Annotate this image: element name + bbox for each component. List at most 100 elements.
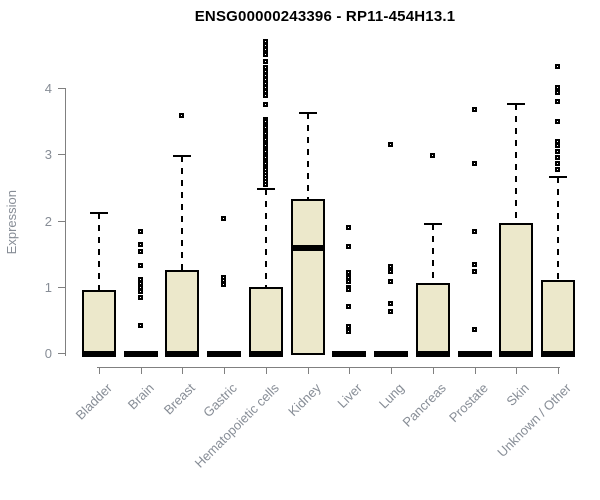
y-tick-label: 4 xyxy=(44,81,52,96)
x-axis-tick xyxy=(432,367,434,374)
y-axis-tick xyxy=(58,353,65,354)
x-axis-tick xyxy=(558,367,560,374)
outlier-point xyxy=(388,279,394,285)
outlier-point xyxy=(346,224,352,230)
median-bar xyxy=(290,245,325,251)
outlier-point xyxy=(471,326,477,332)
y-axis-line xyxy=(65,88,66,356)
outlier-point xyxy=(555,118,561,124)
y-axis-tick xyxy=(58,286,65,288)
x-axis-tick xyxy=(307,367,309,374)
outlier-point xyxy=(555,149,561,155)
outlier-point xyxy=(346,244,352,249)
outlier-point xyxy=(137,228,143,234)
outlier-point xyxy=(555,143,561,149)
outlier-point xyxy=(555,160,561,166)
outlier-point xyxy=(262,51,268,57)
median-bar xyxy=(332,351,367,357)
outlier-point xyxy=(179,113,185,119)
whisker-cap xyxy=(423,222,442,225)
box-iqr xyxy=(541,280,576,355)
median-bar xyxy=(123,351,158,357)
outlier-point xyxy=(555,138,561,144)
whisker-line xyxy=(557,176,560,281)
box-iqr xyxy=(415,282,450,355)
y-tick-label: 2 xyxy=(44,213,52,229)
x-axis-tick xyxy=(516,367,518,374)
box-iqr xyxy=(290,198,325,355)
y-axis-label: Expression xyxy=(3,190,19,255)
outlier-point xyxy=(555,98,561,104)
whisker-line xyxy=(181,156,184,271)
outlier-point xyxy=(221,216,227,222)
outlier-point xyxy=(429,152,435,158)
outlier-point xyxy=(555,167,561,173)
outlier-point xyxy=(555,155,561,161)
y-axis-tick xyxy=(58,154,65,156)
outlier-point xyxy=(471,269,477,275)
whisker-line xyxy=(306,112,309,199)
y-tick-label: 3 xyxy=(44,147,52,163)
outlier-point xyxy=(346,329,352,335)
median-bar xyxy=(415,351,450,357)
outlier-point xyxy=(471,160,477,166)
outlier-point xyxy=(137,295,143,300)
outlier-point xyxy=(221,281,227,287)
x-axis-tick xyxy=(99,367,100,374)
outlier-point xyxy=(137,263,143,269)
y-tick-label: 0 xyxy=(44,346,52,361)
outlier-point xyxy=(471,106,477,112)
x-axis-tick xyxy=(140,367,142,374)
median-bar xyxy=(82,351,116,357)
outlier-point xyxy=(137,249,143,255)
outlier-point xyxy=(388,300,394,306)
y-tick-label: 1 xyxy=(44,279,52,295)
outlier-point xyxy=(262,46,268,52)
whisker-cap xyxy=(549,175,568,178)
x-axis-tick xyxy=(182,367,184,374)
y-axis-tick xyxy=(58,88,65,89)
x-axis-tick xyxy=(349,367,351,374)
median-bar xyxy=(165,351,200,357)
outlier-point xyxy=(388,269,394,275)
box-iqr xyxy=(499,223,534,355)
outlier-point xyxy=(555,63,561,69)
outlier-point xyxy=(388,308,394,314)
outlier-point xyxy=(388,141,394,147)
outlier-point xyxy=(262,59,268,65)
median-bar xyxy=(457,351,492,357)
outlier-point xyxy=(471,261,477,267)
whisker-cap xyxy=(256,188,275,191)
x-axis-tick xyxy=(265,367,267,374)
median-bar xyxy=(248,351,283,357)
whisker-line xyxy=(431,223,434,283)
outlier-point xyxy=(346,303,352,309)
outlier-point xyxy=(555,85,561,90)
outlier-point xyxy=(137,322,143,328)
outlier-point xyxy=(262,92,268,98)
box-iqr xyxy=(248,286,283,355)
outlier-point xyxy=(555,90,561,96)
whisker-line xyxy=(98,212,100,291)
median-bar xyxy=(374,351,409,357)
outlier-point xyxy=(137,242,143,247)
outlier-point xyxy=(262,181,268,187)
box-iqr xyxy=(82,290,116,355)
x-axis-line xyxy=(97,367,561,368)
median-bar xyxy=(499,351,534,357)
chart-title: ENSG00000243396 - RP11-454H13.1 xyxy=(194,8,456,25)
outlier-point xyxy=(346,269,352,275)
whisker-line xyxy=(264,189,267,287)
median-bar xyxy=(541,351,576,357)
outlier-point xyxy=(262,101,268,107)
box-iqr xyxy=(165,270,200,355)
outlier-point xyxy=(346,279,352,285)
whisker-cap xyxy=(507,102,526,105)
outlier-point xyxy=(137,289,143,295)
x-axis-tick xyxy=(474,367,476,374)
x-axis-tick xyxy=(224,367,226,374)
outlier-point xyxy=(346,323,352,329)
outlier-point xyxy=(388,263,394,269)
median-bar xyxy=(207,351,242,357)
